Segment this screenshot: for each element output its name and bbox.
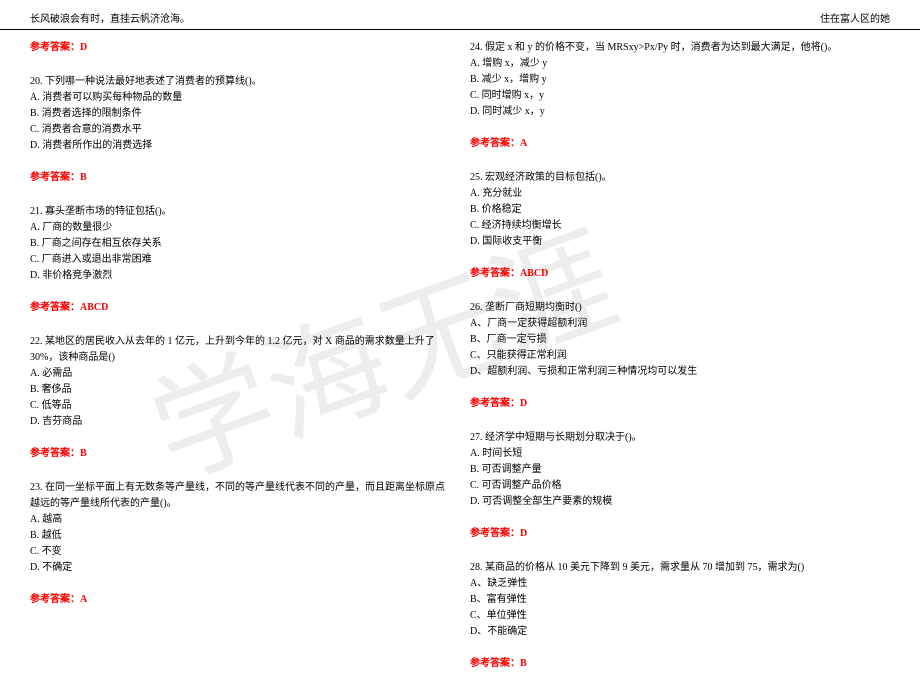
option-a: A. 充分就业 xyxy=(470,186,890,202)
question-stem: 26. 垄断厂商短期均衡时() xyxy=(470,300,890,316)
option-a: A. 增购 x，减少 y xyxy=(470,56,890,72)
question-stem: 23. 在同一坐标平面上有无数条等产量线，不同的等产量线代表不同的产量，而且距离… xyxy=(30,480,450,512)
answer-label: 参考答案： xyxy=(30,594,80,605)
option-d: D. 同时减少 x，y xyxy=(470,104,890,120)
answer-line: 参考答案：ABCD xyxy=(30,302,108,313)
option-b: B. 消费者选择的限制条件 xyxy=(30,106,450,122)
header-right: 住在富人区的她 xyxy=(820,10,890,25)
option-c: C. 厂商进入或退出非常困难 xyxy=(30,252,450,268)
question-20: 20. 下列哪一种说法最好地表述了消费者的预算线()。 A. 消费者可以购买每种… xyxy=(30,74,450,186)
option-c: C. 可否调整产品价格 xyxy=(470,478,890,494)
answer-label: 参考答案： xyxy=(470,528,520,539)
answer-label: 参考答案： xyxy=(470,268,520,279)
answer-line: 参考答案：B xyxy=(30,172,87,183)
option-a: A. 时间长短 xyxy=(470,446,890,462)
question-28: 28. 某商品的价格从 10 美元下降到 9 美元，需求量从 70 增加到 75… xyxy=(470,560,890,672)
option-c: C、单位弹性 xyxy=(470,608,890,624)
answer-value: A xyxy=(520,138,527,149)
option-c: C. 消费者合意的消费水平 xyxy=(30,122,450,138)
option-b: B、富有弹性 xyxy=(470,592,890,608)
answer-label: 参考答案： xyxy=(30,42,80,53)
answer-label: 参考答案： xyxy=(30,448,80,459)
answer-line: 参考答案：D xyxy=(30,42,87,53)
header-left: 长风破浪会有时，直挂云帆济沧海。 xyxy=(30,10,190,25)
option-d: D、超额利润、亏损和正常利润三种情况均可以发生 xyxy=(470,364,890,380)
option-b: B. 可否调整产量 xyxy=(470,462,890,478)
answer-value: D xyxy=(520,528,527,539)
answer-value: ABCD xyxy=(520,268,548,279)
question-23: 23. 在同一坐标平面上有无数条等产量线，不同的等产量线代表不同的产量，而且距离… xyxy=(30,480,450,608)
option-a: A. 厂商的数量很少 xyxy=(30,220,450,236)
option-d: D. 不确定 xyxy=(30,560,450,576)
option-d: D、不能确定 xyxy=(470,624,890,640)
option-d: D. 非价格竞争激烈 xyxy=(30,268,450,284)
option-b: B. 厂商之间存在相互依存关系 xyxy=(30,236,450,252)
option-b: B. 越低 xyxy=(30,528,450,544)
answer-label: 参考答案： xyxy=(30,172,80,183)
right-column: 24. 假定 x 和 y 的价格不变，当 MRSxy>Px/Py 时，消费者为达… xyxy=(470,40,890,690)
page-header: 长风破浪会有时，直挂云帆济沧海。 住在富人区的她 xyxy=(0,0,920,30)
question-stem: 20. 下列哪一种说法最好地表述了消费者的预算线()。 xyxy=(30,74,450,90)
answer-value: B xyxy=(80,448,87,459)
answer-value: B xyxy=(80,172,87,183)
option-c: C. 同时增购 x，y xyxy=(470,88,890,104)
question-24: 24. 假定 x 和 y 的价格不变，当 MRSxy>Px/Py 时，消费者为达… xyxy=(470,40,890,152)
question-21: 21. 寡头垄断市场的特征包括()。 A. 厂商的数量很少 B. 厂商之间存在相… xyxy=(30,204,450,316)
option-b: B. 价格稳定 xyxy=(470,202,890,218)
question-stem: 22. 某地区的居民收入从去年的 1 亿元，上升到今年的 1.2 亿元，对 X … xyxy=(30,334,450,366)
option-b: B、厂商一定亏损 xyxy=(470,332,890,348)
option-a: A. 越高 xyxy=(30,512,450,528)
option-d: D. 消费者所作出的消费选择 xyxy=(30,138,450,154)
option-d: D. 吉芬商品 xyxy=(30,414,450,430)
option-a: A. 消费者可以购买每种物品的数量 xyxy=(30,90,450,106)
answer-label: 参考答案： xyxy=(30,302,80,313)
option-c: C. 不变 xyxy=(30,544,450,560)
answer-line: 参考答案：D xyxy=(470,398,527,409)
option-c: C. 低等品 xyxy=(30,398,450,414)
option-d: D. 可否调整全部生产要素的规模 xyxy=(470,494,890,510)
answer-line: 参考答案：B xyxy=(30,448,87,459)
answer-label: 参考答案： xyxy=(470,138,520,149)
option-a: A、缺乏弹性 xyxy=(470,576,890,592)
answer-value: ABCD xyxy=(80,302,108,313)
answer-line: 参考答案：D xyxy=(470,528,527,539)
answer-value: D xyxy=(520,398,527,409)
answer-value: A xyxy=(80,594,87,605)
question-stem: 27. 经济学中短期与长期划分取决于()。 xyxy=(470,430,890,446)
option-c: C、只能获得正常利润 xyxy=(470,348,890,364)
option-a: A、厂商一定获得超额利润 xyxy=(470,316,890,332)
pre-answer-block: 参考答案：D xyxy=(30,40,450,56)
content-area: 参考答案：D 20. 下列哪一种说法最好地表述了消费者的预算线()。 A. 消费… xyxy=(0,40,920,690)
answer-value: D xyxy=(80,42,87,53)
option-b: B. 减少 x，增购 y xyxy=(470,72,890,88)
answer-line: 参考答案：A xyxy=(470,138,527,149)
left-column: 参考答案：D 20. 下列哪一种说法最好地表述了消费者的预算线()。 A. 消费… xyxy=(30,40,450,690)
option-b: B. 奢侈品 xyxy=(30,382,450,398)
question-27: 27. 经济学中短期与长期划分取决于()。 A. 时间长短 B. 可否调整产量 … xyxy=(470,430,890,542)
answer-value: B xyxy=(520,658,527,669)
question-26: 26. 垄断厂商短期均衡时() A、厂商一定获得超额利润 B、厂商一定亏损 C、… xyxy=(470,300,890,412)
question-stem: 28. 某商品的价格从 10 美元下降到 9 美元，需求量从 70 增加到 75… xyxy=(470,560,890,576)
answer-line: 参考答案：A xyxy=(30,594,87,605)
answer-line: 参考答案：ABCD xyxy=(470,268,548,279)
answer-label: 参考答案： xyxy=(470,398,520,409)
question-25: 25. 宏观经济政策的目标包括()。 A. 充分就业 B. 价格稳定 C. 经济… xyxy=(470,170,890,282)
option-a: A. 必需品 xyxy=(30,366,450,382)
answer-label: 参考答案： xyxy=(470,658,520,669)
answer-line: 参考答案：B xyxy=(470,658,527,669)
question-stem: 21. 寡头垄断市场的特征包括()。 xyxy=(30,204,450,220)
option-c: C. 经济持续均衡增长 xyxy=(470,218,890,234)
question-stem: 25. 宏观经济政策的目标包括()。 xyxy=(470,170,890,186)
question-stem: 24. 假定 x 和 y 的价格不变，当 MRSxy>Px/Py 时，消费者为达… xyxy=(470,40,890,56)
question-22: 22. 某地区的居民收入从去年的 1 亿元，上升到今年的 1.2 亿元，对 X … xyxy=(30,334,450,462)
option-d: D. 国际收支平衡 xyxy=(470,234,890,250)
